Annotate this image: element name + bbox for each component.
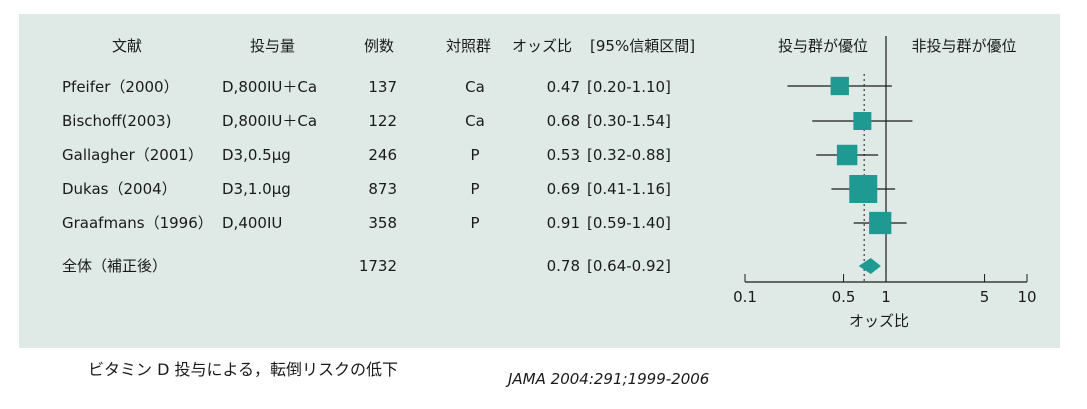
study-name: Dukas（2004） — [62, 180, 177, 198]
confidence-interval: [0.30-1.54] — [587, 112, 671, 130]
odds-ratio: 0.53 — [546, 146, 580, 164]
odds-ratio: 0.78 — [546, 257, 580, 275]
header-odds-ratio: オッズ比 — [512, 37, 573, 55]
study-marker — [830, 76, 849, 96]
confidence-interval: [0.64-0.92] — [587, 257, 671, 275]
study-name: Pfeifer（2000） — [62, 78, 179, 96]
dose: D,800IU＋Ca — [222, 112, 318, 130]
study-name: Gallagher（2001） — [62, 146, 203, 164]
sample-size: 358 — [368, 214, 397, 232]
dose: D3,0.5μg — [222, 146, 291, 164]
study-name: Bischoff(2003) — [62, 112, 172, 130]
x-tick-label: 0.1 — [733, 288, 757, 306]
study-marker — [869, 211, 892, 235]
confidence-interval: [0.32-0.88] — [587, 146, 671, 164]
control-group: Ca — [465, 78, 485, 96]
odds-ratio: 0.69 — [546, 180, 580, 198]
odds-ratio: 0.47 — [546, 78, 580, 96]
header-control: 対照群 — [446, 37, 492, 55]
study-marker — [836, 144, 858, 166]
study-name: Graafmans（1996） — [62, 214, 213, 232]
sample-size: 246 — [368, 146, 397, 164]
control-group: P — [470, 180, 480, 198]
favors-control-label: 非投与群が優位 — [911, 37, 1016, 55]
sample-size: 873 — [368, 180, 397, 198]
confidence-interval: [0.59-1.40] — [587, 214, 671, 232]
sample-size: 122 — [368, 112, 397, 130]
source-citation: JAMA 2004:291;1999-2006 — [508, 370, 710, 388]
sample-size: 1732 — [358, 257, 397, 275]
study-marker — [853, 112, 872, 130]
control-group: P — [470, 214, 480, 232]
pooled-diamond — [858, 258, 881, 274]
x-tick-label: 5 — [980, 288, 990, 306]
header-n: 例数 — [364, 37, 395, 55]
confidence-interval: [0.20-1.10] — [587, 78, 671, 96]
x-tick-label: 0.5 — [832, 288, 856, 306]
header-study: 文献 — [112, 37, 143, 55]
x-axis-title: オッズ比 — [849, 312, 909, 330]
header-ci: [95%信頼区間] — [590, 37, 696, 55]
figure-caption: ビタミン D 投与による，転倒リスクの低下 — [88, 360, 399, 379]
odds-ratio: 0.68 — [546, 112, 580, 130]
control-group: P — [470, 146, 480, 164]
favors-treatment-label: 投与群が優位 — [778, 37, 868, 55]
dose: D,800IU＋Ca — [222, 78, 318, 96]
dose: D3,1.0μg — [222, 180, 291, 198]
control-group: Ca — [465, 112, 485, 130]
header-dose: 投与量 — [250, 37, 296, 55]
confidence-interval: [0.41-1.16] — [587, 180, 671, 198]
x-tick-label: 10 — [1017, 288, 1036, 306]
dose: D,400IU — [222, 214, 283, 232]
odds-ratio: 0.91 — [546, 214, 580, 232]
x-tick-label: 1 — [881, 288, 891, 306]
study-name: 全体（補正後） — [62, 257, 168, 275]
sample-size: 137 — [368, 78, 397, 96]
study-marker — [849, 175, 878, 203]
